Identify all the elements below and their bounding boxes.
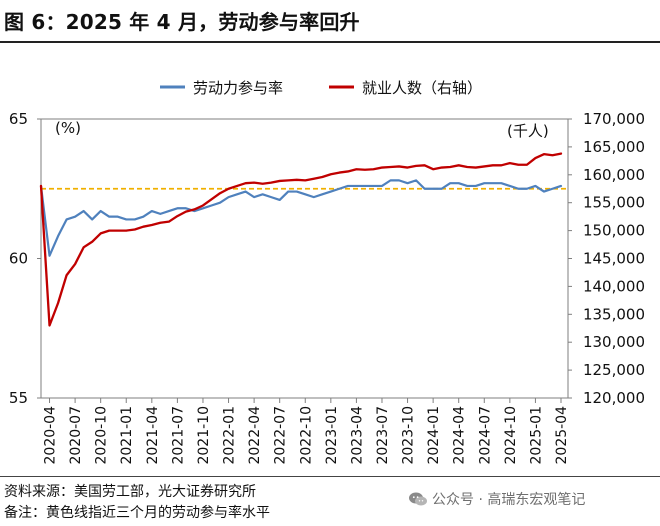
- x-axis-tick-label: 2021-04: [145, 406, 161, 465]
- x-axis-tick-label: 2023-04: [349, 406, 365, 465]
- legend-label-employment: 就业人数（右轴）: [362, 79, 482, 97]
- x-axis-tick-label: 2022-07: [273, 406, 289, 465]
- x-axis-tick-label: 2024-07: [477, 406, 493, 465]
- x-axis-tick-label: 2020-04: [43, 406, 59, 465]
- left-axis-tick-label: 55: [9, 389, 28, 407]
- right-axis-tick-label: 155,000: [583, 194, 645, 212]
- watermark: 公众号 · 高瑞东宏观笔记: [408, 489, 585, 509]
- left-axis-tick-label: 60: [9, 250, 28, 268]
- x-axis-tick-label: 2021-01: [119, 406, 135, 465]
- x-axis-tick-label: 2022-04: [247, 406, 263, 465]
- right-axis-tick-label: 165,000: [583, 138, 645, 156]
- source-text: 资料来源：美国劳工部，光大证券研究所: [4, 484, 256, 500]
- right-axis-tick-label: 145,000: [583, 250, 645, 268]
- x-axis-tick-label: 2021-07: [170, 406, 186, 465]
- right-axis-tick-label: 130,000: [583, 333, 645, 351]
- chart-title: 图 6：2025 年 4 月，劳动参与率回升: [4, 10, 360, 34]
- right-axis: 120,000 125,000 130,000 135,000 140,000 145,0…: [568, 110, 645, 407]
- footer-divider: [0, 476, 660, 477]
- note-text: 备注：黄色线指近三个月的劳动参与率水平: [4, 505, 270, 521]
- right-axis-tick-label: 160,000: [583, 166, 645, 184]
- x-axis: 2020-04 2020-07 2020-10 2021-01 2021-04 2021-…: [43, 398, 570, 465]
- x-axis-tick-label: 2025-01: [528, 406, 544, 465]
- left-axis-unit: (%): [55, 119, 81, 137]
- series-line-participation: [39, 179, 563, 257]
- x-axis-tick-label: 2022-10: [298, 406, 314, 465]
- x-axis-tick-label: 2020-07: [68, 406, 84, 465]
- right-axis-unit: (千人): [507, 122, 549, 140]
- watermark-text: 公众号 · 高瑞东宏观笔记: [432, 492, 586, 508]
- x-axis-tick-label: 2024-10: [503, 406, 519, 465]
- right-axis-tick-label: 135,000: [583, 305, 645, 323]
- x-axis-tick-label: 2022-01: [222, 406, 238, 465]
- wechat-icon: [408, 491, 428, 507]
- x-axis-tick-label: 2025-04: [554, 406, 570, 465]
- x-axis-tick-label: 2024-04: [452, 406, 468, 465]
- x-axis-tick-label: 2024-01: [426, 406, 442, 465]
- x-axis-tick-label: 2023-07: [375, 406, 391, 465]
- legend: 劳动力参与率 就业人数（右轴）: [160, 79, 482, 97]
- x-axis-tick-label: 2020-10: [94, 406, 110, 465]
- right-axis-tick-label: 170,000: [583, 110, 645, 128]
- right-axis-tick-label: 120,000: [583, 389, 645, 407]
- legend-label-participation: 劳动力参与率: [193, 79, 283, 97]
- x-axis-tick-label: 2021-10: [196, 406, 212, 465]
- plot-frame: [40, 118, 569, 399]
- x-axis-tick-label: 2023-01: [324, 406, 340, 465]
- left-axis: 55 60 65: [9, 110, 41, 407]
- right-axis-tick-label: 125,000: [583, 361, 645, 379]
- right-axis-tick-label: 150,000: [583, 222, 645, 240]
- title-divider: [0, 41, 660, 43]
- left-axis-tick-label: 65: [9, 110, 28, 128]
- right-axis-tick-label: 140,000: [583, 277, 645, 295]
- x-axis-tick-label: 2023-10: [401, 406, 417, 465]
- labor-participation-chart: 55 60 65 120,000 125,000 130,000 135,000 140,0…: [9, 79, 645, 465]
- series-line-employment: [39, 152, 563, 327]
